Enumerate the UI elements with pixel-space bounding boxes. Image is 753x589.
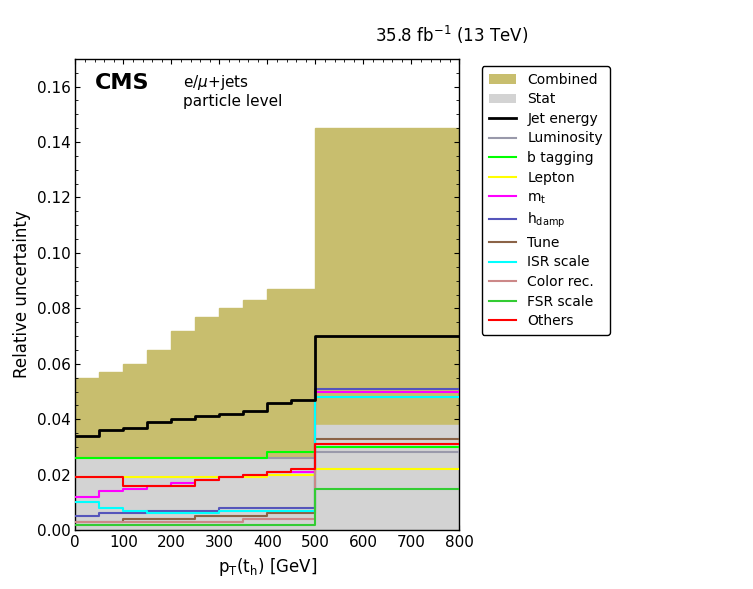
Y-axis label: Relative uncertainty: Relative uncertainty: [13, 211, 31, 378]
Text: 35.8 fb$^{-1}$ (13 TeV): 35.8 fb$^{-1}$ (13 TeV): [375, 24, 529, 46]
Legend: Combined, Stat, Jet energy, Luminosity, b tagging, Lepton, m$_\mathrm{t}$, h$_\m: Combined, Stat, Jet energy, Luminosity, …: [482, 66, 610, 335]
X-axis label: $\mathrm{p_T(t_h)}$ [GeV]: $\mathrm{p_T(t_h)}$ [GeV]: [218, 555, 317, 578]
Text: e/$\mu$+jets
particle level: e/$\mu$+jets particle level: [183, 73, 282, 110]
Polygon shape: [75, 128, 459, 530]
Polygon shape: [75, 425, 459, 530]
Text: CMS: CMS: [94, 73, 149, 93]
